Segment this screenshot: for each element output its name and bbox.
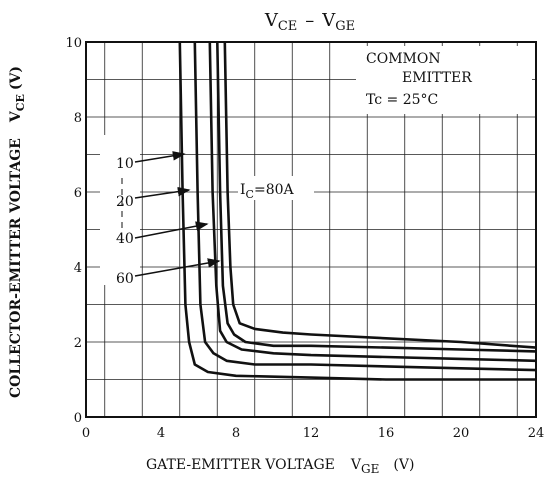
annotation-line-1: COMMON [366, 51, 441, 67]
y-tick-label: 10 [65, 36, 82, 51]
series-arrow-40 [134, 221, 209, 239]
series-label-10: 10 [116, 156, 134, 172]
x-axis-label: GATE-EMITTER VOLTAGE VGE (V) [146, 457, 414, 476]
chart-title: VCE – VGE [264, 10, 355, 34]
plot-frame [85, 41, 537, 418]
x-tick-label: 8 [232, 426, 240, 441]
y-tick-label: 6 [74, 186, 82, 201]
y-tick-label: 8 [74, 111, 82, 126]
y-tick-labels: 0 2 4 6 8 10 [65, 36, 82, 426]
annotation-background [356, 46, 532, 114]
x-tick-label: 0 [82, 426, 90, 441]
y-tick-label: 0 [74, 411, 82, 426]
series-label-40: 40 [116, 231, 134, 247]
series-arrow-20 [134, 186, 191, 199]
series-line-40 [208, 41, 537, 363]
series-arrow-10 [134, 151, 186, 163]
series-line-60 [223, 41, 537, 349]
series-label-60: 60 [116, 271, 134, 287]
y-tick-label: 4 [74, 261, 82, 276]
x-tick-label: 12 [303, 426, 320, 441]
y-tick-label: 2 [74, 336, 82, 351]
y-axis-label: COLLECTOR-EMITTER VOLTAGEVCE(V) [8, 66, 27, 398]
series-label-20: 20 [116, 194, 134, 210]
label-background [100, 135, 140, 285]
series-arrow-60 [134, 258, 221, 277]
x-tick-label: 16 [378, 426, 395, 441]
series-label-80a: IC=80A [240, 182, 295, 201]
x-tick-label: 24 [528, 426, 545, 441]
series-line-80a [216, 41, 537, 353]
x-tick-labels: 0 4 8 12 16 20 24 [82, 426, 544, 441]
annotation-line-2: EMITTER [402, 70, 472, 86]
x-tick-label: 20 [453, 426, 470, 441]
series-curves [178, 41, 537, 381]
annotation-line-3: Tc = 25°C [366, 92, 438, 108]
ic-label-background [238, 176, 314, 200]
series-line-20 [193, 41, 537, 372]
x-tick-label: 4 [157, 426, 165, 441]
